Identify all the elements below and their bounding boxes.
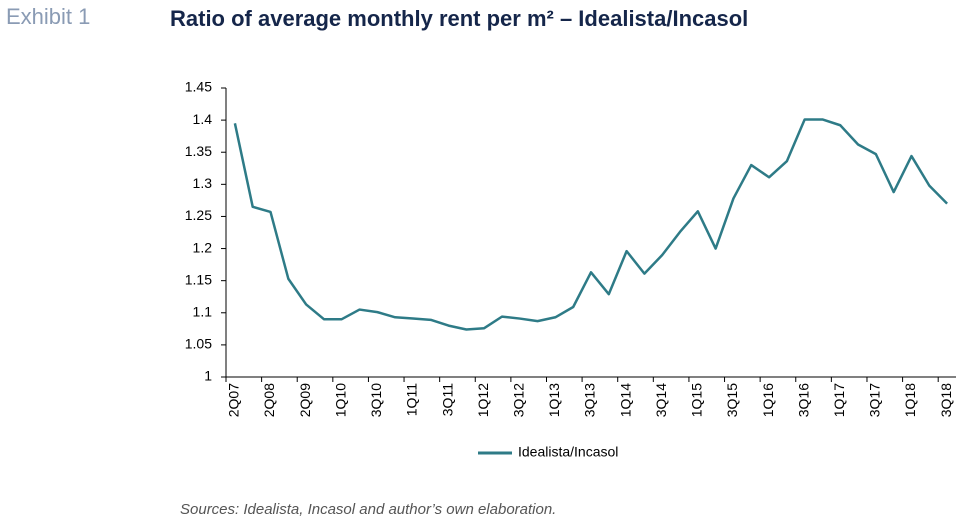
x-tick-label: 3Q13 bbox=[582, 383, 598, 417]
source-note: Sources: Idealista, Incasol and author’s… bbox=[180, 501, 556, 518]
y-tick-label: 1 bbox=[204, 368, 212, 384]
x-tick-label: 3Q12 bbox=[510, 383, 526, 417]
x-tick-label: 1Q14 bbox=[617, 383, 633, 417]
y-tick-label: 1.4 bbox=[193, 111, 213, 127]
x-tick-label: 2Q09 bbox=[297, 383, 313, 417]
x-tick-label: 3Q10 bbox=[368, 383, 384, 417]
x-tick-label: 3Q15 bbox=[724, 383, 740, 417]
x-tick-label: 3Q16 bbox=[795, 383, 811, 417]
x-tick-label: 1Q18 bbox=[902, 383, 918, 417]
x-tick-label: 1Q13 bbox=[546, 383, 562, 417]
x-tick-label: 1Q15 bbox=[689, 383, 705, 417]
x-tick-label: 1Q11 bbox=[404, 383, 420, 416]
y-tick-label: 1.1 bbox=[193, 303, 213, 319]
x-tick-label: 1Q12 bbox=[475, 383, 491, 417]
x-tick-label: 3Q11 bbox=[439, 383, 455, 416]
x-tick-label: 1Q10 bbox=[332, 383, 348, 417]
x-tick-label: 3Q18 bbox=[938, 383, 954, 417]
y-tick-label: 1.45 bbox=[185, 79, 212, 95]
legend-label: Idealista/Incasol bbox=[518, 444, 618, 460]
y-tick-label: 1.2 bbox=[193, 239, 213, 255]
y-tick-label: 1.3 bbox=[193, 175, 213, 191]
chart-title: Ratio of average monthly rent per m² – I… bbox=[170, 6, 748, 31]
y-tick-label: 1.25 bbox=[185, 207, 212, 223]
y-tick-label: 1.05 bbox=[185, 336, 212, 352]
x-tick-label: 2Q08 bbox=[261, 383, 277, 417]
x-tick-label: 3Q14 bbox=[653, 383, 669, 417]
data-line bbox=[233, 118, 948, 331]
y-tick-label: 1.15 bbox=[185, 271, 212, 287]
x-tick-label: 1Q16 bbox=[760, 383, 776, 417]
x-tick-label: 3Q17 bbox=[867, 383, 883, 417]
exhibit-label: Exhibit 1 bbox=[6, 4, 90, 29]
x-tick-label: 1Q17 bbox=[831, 383, 847, 417]
x-tick-label: 2Q07 bbox=[226, 383, 242, 417]
y-tick-label: 1.35 bbox=[185, 143, 212, 159]
